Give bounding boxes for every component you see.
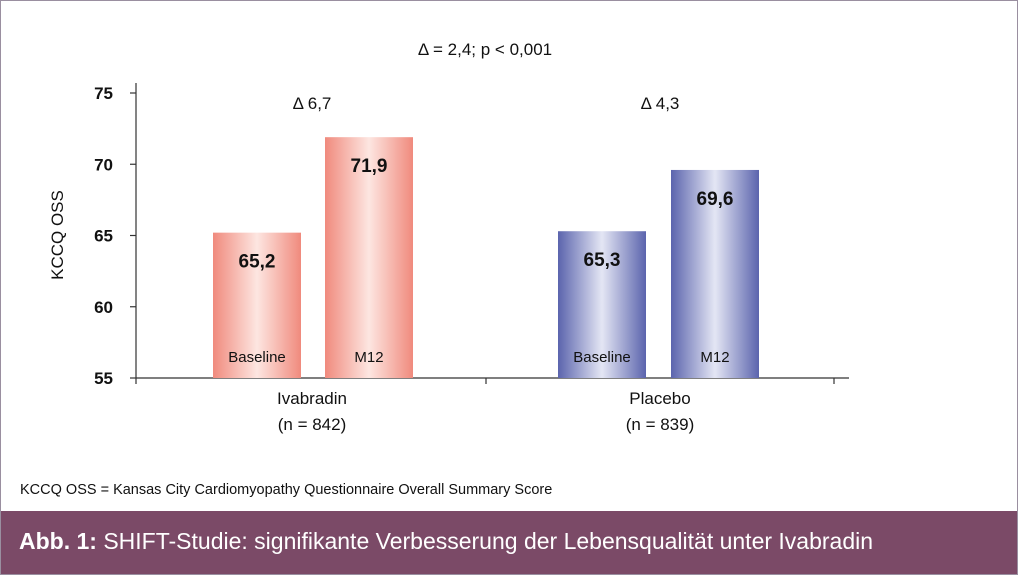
bar-name-label: M12 <box>700 349 729 366</box>
bar-name-label: M12 <box>354 349 383 366</box>
footnote: KCCQ OSS = Kansas City Cardiomyopathy Qu… <box>20 482 553 498</box>
y-tick-label: 75 <box>94 84 113 103</box>
bar-value-label: 65,2 <box>239 252 276 273</box>
y-tick-label: 70 <box>94 155 113 174</box>
category-n-label: (n = 839) <box>626 415 695 434</box>
group-delta-annotation: Δ 6,7 <box>293 94 332 113</box>
y-tick-label: 60 <box>94 298 113 317</box>
caption: Abb. 1: SHIFT-Studie: signifikante Verbe… <box>19 528 873 555</box>
bar-chart: Δ = 2,4; p < 0,001 KCCQ OSS 55 60 65 70 75 Δ … <box>48 40 849 434</box>
bar <box>213 232 301 378</box>
y-tick-label: 55 <box>94 369 113 388</box>
caption-text: SHIFT-Studie: signifikante Verbesserung … <box>96 528 874 554</box>
caption-bar: Abb. 1: SHIFT-Studie: signifikante Verbe… <box>1 511 1017 574</box>
bar-value-label: 65,3 <box>584 250 621 271</box>
bar <box>325 137 413 378</box>
bar <box>558 231 646 378</box>
y-axis-label: KCCQ OSS <box>48 190 67 280</box>
caption-label: Abb. 1: <box>19 528 97 554</box>
group-delta-annotation: Δ 4,3 <box>641 94 680 113</box>
bar <box>671 169 759 378</box>
category-label: Placebo <box>629 389 690 408</box>
y-tick-label: 65 <box>94 227 113 246</box>
category-label: Ivabradin <box>277 389 347 408</box>
overall-delta-annotation: Δ = 2,4; p < 0,001 <box>418 40 552 59</box>
category-n-label: (n = 842) <box>278 415 347 434</box>
plot-area: 55 60 65 70 75 Δ 6,7 Ivabradin (n = 842) 65,2 Bas… <box>94 83 849 434</box>
bar-name-label: Baseline <box>573 349 631 366</box>
bar-name-label: Baseline <box>228 349 286 366</box>
bar-value-label: 69,6 <box>697 189 734 210</box>
bar-value-label: 71,9 <box>351 156 388 177</box>
